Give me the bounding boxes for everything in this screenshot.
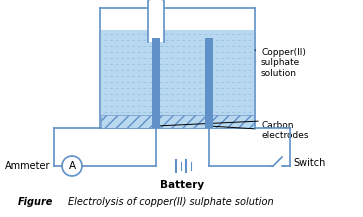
Bar [101, 30, 254, 115]
Text: Ammeter: Ammeter [4, 161, 50, 171]
Bar [148, 2, 164, 42]
Text: A: A [69, 161, 76, 171]
Bar [152, 38, 160, 128]
Text: Battery: Battery [160, 180, 205, 190]
Text: Copper(II)
sulphate
solution: Copper(II) sulphate solution [255, 48, 306, 78]
Text: Switch: Switch [293, 158, 325, 168]
Circle shape [62, 156, 82, 176]
Bar [101, 115, 254, 128]
Text: Electrolysis of copper(II) sulphate solution: Electrolysis of copper(II) sulphate solu… [68, 197, 274, 207]
Text: Figure: Figure [18, 197, 53, 207]
Bar [205, 38, 213, 128]
Text: Carbon
electrodes: Carbon electrodes [212, 121, 309, 140]
